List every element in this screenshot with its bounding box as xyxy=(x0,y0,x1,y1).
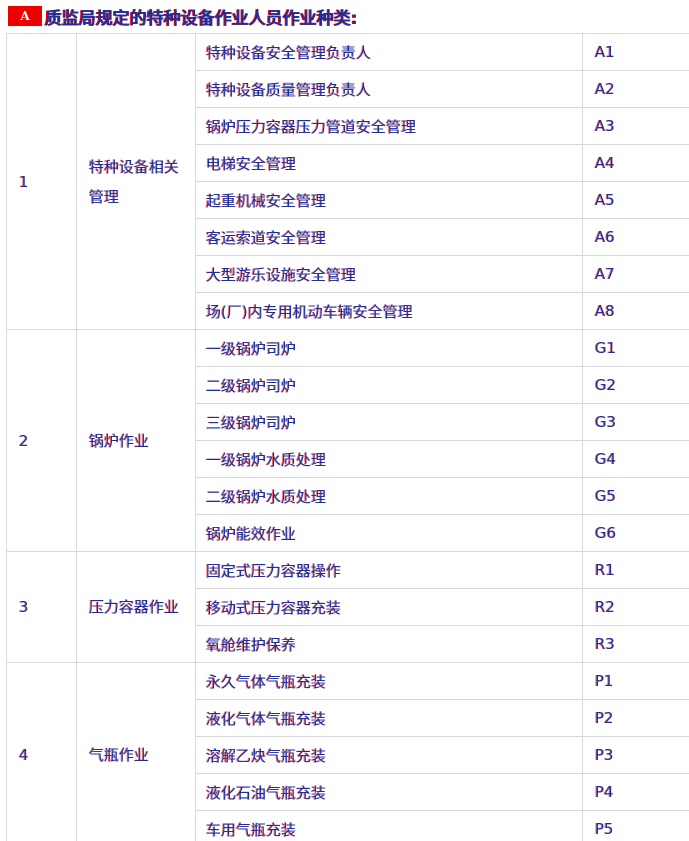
job-code-cell: A3 xyxy=(582,107,689,145)
job-name-cell: 车用气瓶充装 xyxy=(195,810,583,841)
table-row: 场(厂)内专用机动车辆安全管理 A8 xyxy=(7,292,689,330)
job-code-cell: G3 xyxy=(582,403,689,441)
job-code-cell: R3 xyxy=(582,625,689,663)
table-row: 大型游乐设施安全管理 A7 xyxy=(7,255,689,293)
row-index-cell: 2 xyxy=(6,329,77,552)
job-code-cell: P2 xyxy=(582,699,689,737)
job-code-cell: A7 xyxy=(582,255,689,293)
job-name-cell: 溶解乙炔气瓶充装 xyxy=(195,736,583,774)
job-name-cell: 三级锅炉司炉 xyxy=(195,403,583,441)
job-name-cell: 固定式压力容器操作 xyxy=(195,551,583,589)
job-categories-table-body: 1 特种设备相关管理 特种设备安全管理负责人 A1 特种设备质量管理负责人 A2 锅炉压力容… xyxy=(6,33,689,841)
table-row: 一级锅炉水质处理 G4 xyxy=(7,440,689,478)
job-name-cell: 液化石油气瓶充装 xyxy=(195,773,583,811)
job-code-cell: G6 xyxy=(582,514,689,552)
job-name-cell: 一级锅炉司炉 xyxy=(195,329,583,367)
job-categories-table: 1 特种设备相关管理 特种设备安全管理负责人 A1 特种设备质量管理负责人 A2 锅炉压力容… xyxy=(6,33,689,841)
job-name-cell: 二级锅炉司炉 xyxy=(195,366,583,404)
job-name-cell: 二级锅炉水质处理 xyxy=(195,477,583,515)
table-row: 2 锅炉作业 一级锅炉司炉 G1 xyxy=(6,329,689,552)
row-index-cell: 4 xyxy=(6,662,77,841)
job-name-cell: 电梯安全管理 xyxy=(195,144,583,182)
job-code-cell: P3 xyxy=(582,736,689,774)
job-code-cell: G4 xyxy=(582,440,689,478)
job-code-cell: P5 xyxy=(582,810,689,841)
job-name-cell: 液化气体气瓶充装 xyxy=(195,699,583,737)
table-row: 车用气瓶充装 P5 xyxy=(7,810,689,841)
job-code-cell: P1 xyxy=(582,662,689,700)
job-code-cell: G2 xyxy=(582,366,689,404)
job-name-cell: 锅炉压力容器压力管道安全管理 xyxy=(195,107,583,145)
table-row: 二级锅炉司炉 G2 xyxy=(7,366,689,404)
table-row: 特种设备质量管理负责人 A2 xyxy=(7,70,689,108)
job-code-cell: A4 xyxy=(582,144,689,182)
row-index-cell: 1 xyxy=(6,33,77,330)
section-badge-a: A xyxy=(8,6,42,26)
table-row: 1 特种设备相关管理 特种设备安全管理负责人 A1 xyxy=(6,33,689,330)
job-name-cell: 特种设备质量管理负责人 xyxy=(195,70,583,108)
job-name-cell: 移动式压力容器充装 xyxy=(195,588,583,626)
job-code-cell: G1 xyxy=(582,329,689,367)
job-code-cell: A2 xyxy=(582,70,689,108)
job-name-cell: 起重机械安全管理 xyxy=(195,181,583,219)
row-index-cell: 3 xyxy=(6,551,77,663)
table-row: 电梯安全管理 A4 xyxy=(7,144,689,182)
job-name-cell: 锅炉能效作业 xyxy=(195,514,583,552)
job-name-cell: 一级锅炉水质处理 xyxy=(195,440,583,478)
category-cell: 压力容器作业 xyxy=(76,551,196,663)
table-row: 3 压力容器作业 固定式压力容器操作 R1 xyxy=(6,551,689,663)
job-name-cell: 大型游乐设施安全管理 xyxy=(195,255,583,293)
job-name-cell: 氧舱维护保养 xyxy=(195,625,583,663)
job-name-cell: 客运索道安全管理 xyxy=(195,218,583,256)
table-row: 液化气体气瓶充装 P2 xyxy=(7,699,689,737)
table-row: 4 气瓶作业 永久气体气瓶充装 P1 xyxy=(6,662,689,841)
job-code-cell: A8 xyxy=(582,292,689,330)
page-title: A 质监局规定的特种设备作业人员作业种类: xyxy=(8,5,689,29)
job-code-cell: G5 xyxy=(582,477,689,515)
job-code-cell: P4 xyxy=(582,773,689,811)
table-row: 三级锅炉司炉 G3 xyxy=(7,403,689,441)
category-cell: 锅炉作业 xyxy=(76,329,196,552)
job-code-cell: R1 xyxy=(582,551,689,589)
job-name-cell: 特种设备安全管理负责人 xyxy=(195,33,583,71)
job-name-cell: 永久气体气瓶充装 xyxy=(195,662,583,700)
page-title-text: 质监局规定的特种设备作业人员作业种类: xyxy=(45,8,358,29)
job-code-cell: A1 xyxy=(582,33,689,71)
table-row: 起重机械安全管理 A5 xyxy=(7,181,689,219)
job-code-cell: R2 xyxy=(582,588,689,626)
category-cell: 气瓶作业 xyxy=(76,662,196,841)
job-code-cell: A5 xyxy=(582,181,689,219)
category-cell: 特种设备相关管理 xyxy=(76,33,196,330)
job-name-cell: 场(厂)内专用机动车辆安全管理 xyxy=(195,292,583,330)
job-code-cell: A6 xyxy=(582,218,689,256)
table-row: 溶解乙炔气瓶充装 P3 xyxy=(7,736,689,774)
